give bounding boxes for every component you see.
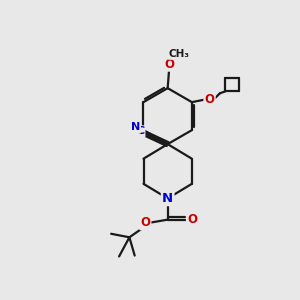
Text: C: C xyxy=(136,126,144,136)
Text: O: O xyxy=(205,93,214,106)
Text: O: O xyxy=(140,216,150,229)
Text: O: O xyxy=(187,213,197,226)
Text: N: N xyxy=(162,192,173,205)
Text: N: N xyxy=(131,122,140,132)
Text: O: O xyxy=(164,58,174,70)
Text: CH₃: CH₃ xyxy=(169,49,190,59)
